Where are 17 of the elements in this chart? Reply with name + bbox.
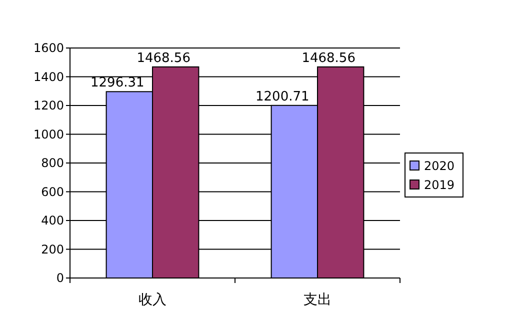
- y-tick-label: 600: [41, 184, 64, 199]
- x-tick-label: 支出: [304, 292, 332, 308]
- y-tick-label: 1600: [33, 41, 64, 55]
- y-tick-label: 200: [41, 242, 64, 256]
- data-label: 1296.31: [90, 76, 144, 91]
- data-label: 1200.71: [256, 89, 310, 104]
- y-tick-label: 800: [41, 156, 64, 170]
- legend-label: 2019: [424, 178, 455, 192]
- legend-label: 2020: [424, 159, 455, 173]
- data-label: 1468.56: [302, 50, 356, 66]
- y-tick-label: 1000: [33, 127, 64, 142]
- y-tick-label: 0: [56, 271, 64, 285]
- data-label: 1468.56: [136, 50, 190, 66]
- x-tick-label: 收入: [138, 292, 166, 308]
- y-tick-label: 1200: [33, 98, 64, 112]
- y-tick-label: 400: [41, 214, 64, 228]
- y-tick-label: 1400: [33, 70, 64, 84]
